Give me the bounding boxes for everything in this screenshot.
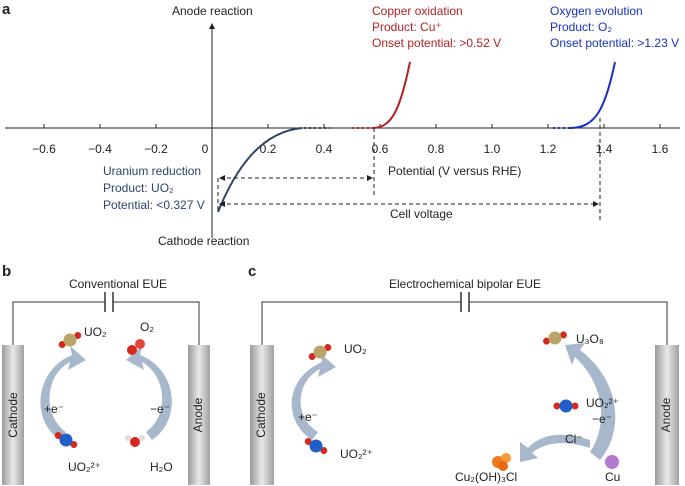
panel-title: Electrochemical bipolar EUE (389, 277, 541, 291)
copper-curve (371, 61, 411, 129)
axis-bottom-label: Cathode reaction (158, 234, 249, 248)
x-ticks: −0.6 −0.4 −0.2 0 0.2 0.4 0.6 0.8 1.0 1.2 1.4 1.6 (32, 124, 669, 156)
electrode-label: Cathode (254, 392, 268, 438)
molecule (127, 339, 145, 355)
arrow-icon (565, 343, 616, 460)
species-label: UO₂²⁺ (340, 447, 373, 461)
species-label: −e⁻ (150, 402, 170, 416)
x-axis-label: Potential (V versus RHE) (388, 164, 521, 178)
species-label: Cu (605, 470, 620, 484)
annotation: Uranium reduction (103, 164, 201, 178)
electrode (188, 345, 210, 485)
x-tick-label: 1.2 (540, 142, 557, 156)
annotation: Onset potential: >0.52 V (372, 36, 501, 50)
annotation: Product: Cu⁺ (372, 20, 442, 34)
annotation: Product: O₂ (550, 20, 612, 34)
x-tick-label: 1.0 (484, 142, 501, 156)
species-label: H₂O (150, 460, 173, 474)
species-label: +e⁻ (44, 402, 64, 416)
species-label: UO₂²⁺ (68, 460, 101, 474)
oxygen-curve (569, 61, 616, 129)
x-tick-label: 1.6 (652, 142, 669, 156)
molecule (55, 328, 85, 352)
arrow-icon (40, 346, 86, 440)
annotation: Oxygen evolution (550, 4, 643, 18)
arrow-icon (520, 434, 590, 462)
annotation: Potential: <0.327 V (103, 198, 205, 212)
electrode-label: Anode (659, 397, 673, 432)
arrow-icon (126, 346, 172, 440)
species-label: Cu₂(OH)₃Cl (455, 470, 517, 484)
x-tick-label: 0 (202, 142, 209, 156)
species-label: Cl⁻ (565, 432, 583, 446)
uranium-curve (217, 127, 303, 213)
cell-voltage-label: Cell voltage (390, 207, 453, 221)
molecule (492, 453, 511, 471)
axis-top-label: Anode reaction (172, 4, 253, 18)
arrow-icon (291, 353, 336, 440)
molecule (553, 399, 579, 413)
wire (12, 301, 200, 345)
electrode (2, 345, 24, 485)
x-tick-label: 0.4 (316, 142, 333, 156)
electrode (655, 345, 679, 485)
atom (605, 455, 619, 469)
molecule (541, 327, 569, 349)
wire (261, 301, 668, 345)
electrode (250, 345, 274, 485)
x-tick-label: 0.6 (372, 142, 389, 156)
x-tick-label: 1.4 (596, 142, 613, 156)
x-tick-label: 0.2 (260, 142, 277, 156)
species-label: O₂ (140, 320, 154, 334)
electrode-label: Cathode (6, 392, 20, 438)
x-tick-label: −0.4 (88, 142, 112, 156)
species-label: +e⁻ (298, 410, 318, 424)
annotation: Copper oxidation (372, 4, 463, 18)
panel-label: b (2, 263, 11, 280)
species-label: −e⁻ (592, 412, 612, 426)
species-label: UO₂ (344, 342, 367, 356)
molecule (125, 435, 145, 447)
annotation: Onset potential: >1.23 V (550, 36, 679, 50)
species-label: UO₂ (84, 325, 107, 339)
x-tick-label: −0.6 (32, 142, 56, 156)
panel-title: Conventional EUE (69, 277, 167, 291)
molecule (305, 340, 335, 364)
x-tick-label: −0.2 (144, 142, 168, 156)
annotation: Product: UO₂ (103, 181, 174, 195)
x-tick-label: 0.8 (428, 142, 445, 156)
panel-label: a (2, 1, 11, 18)
electrode-label: Anode (191, 397, 205, 432)
panel-label: c (248, 263, 256, 280)
species-label: U₃O₈ (576, 332, 604, 346)
species-label: UO₂²⁺ (586, 396, 619, 410)
molecule (301, 434, 331, 458)
